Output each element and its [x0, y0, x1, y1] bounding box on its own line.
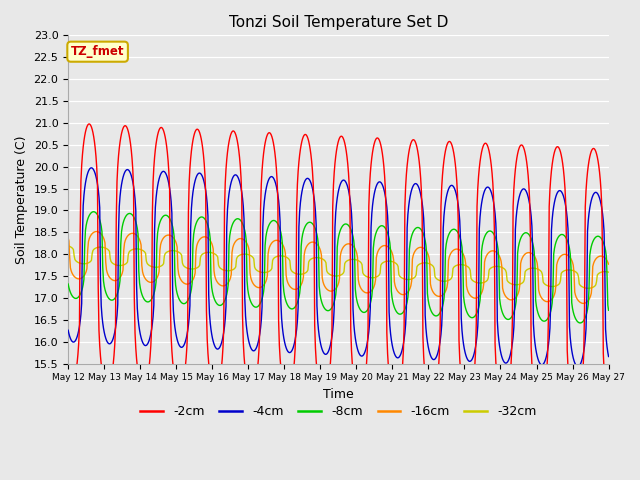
- Title: Tonzi Soil Temperature Set D: Tonzi Soil Temperature Set D: [228, 15, 448, 30]
- Legend: -2cm, -4cm, -8cm, -16cm, -32cm: -2cm, -4cm, -8cm, -16cm, -32cm: [136, 400, 541, 423]
- X-axis label: Time: Time: [323, 388, 354, 401]
- Y-axis label: Soil Temperature (C): Soil Temperature (C): [15, 135, 28, 264]
- Text: TZ_fmet: TZ_fmet: [71, 45, 124, 58]
